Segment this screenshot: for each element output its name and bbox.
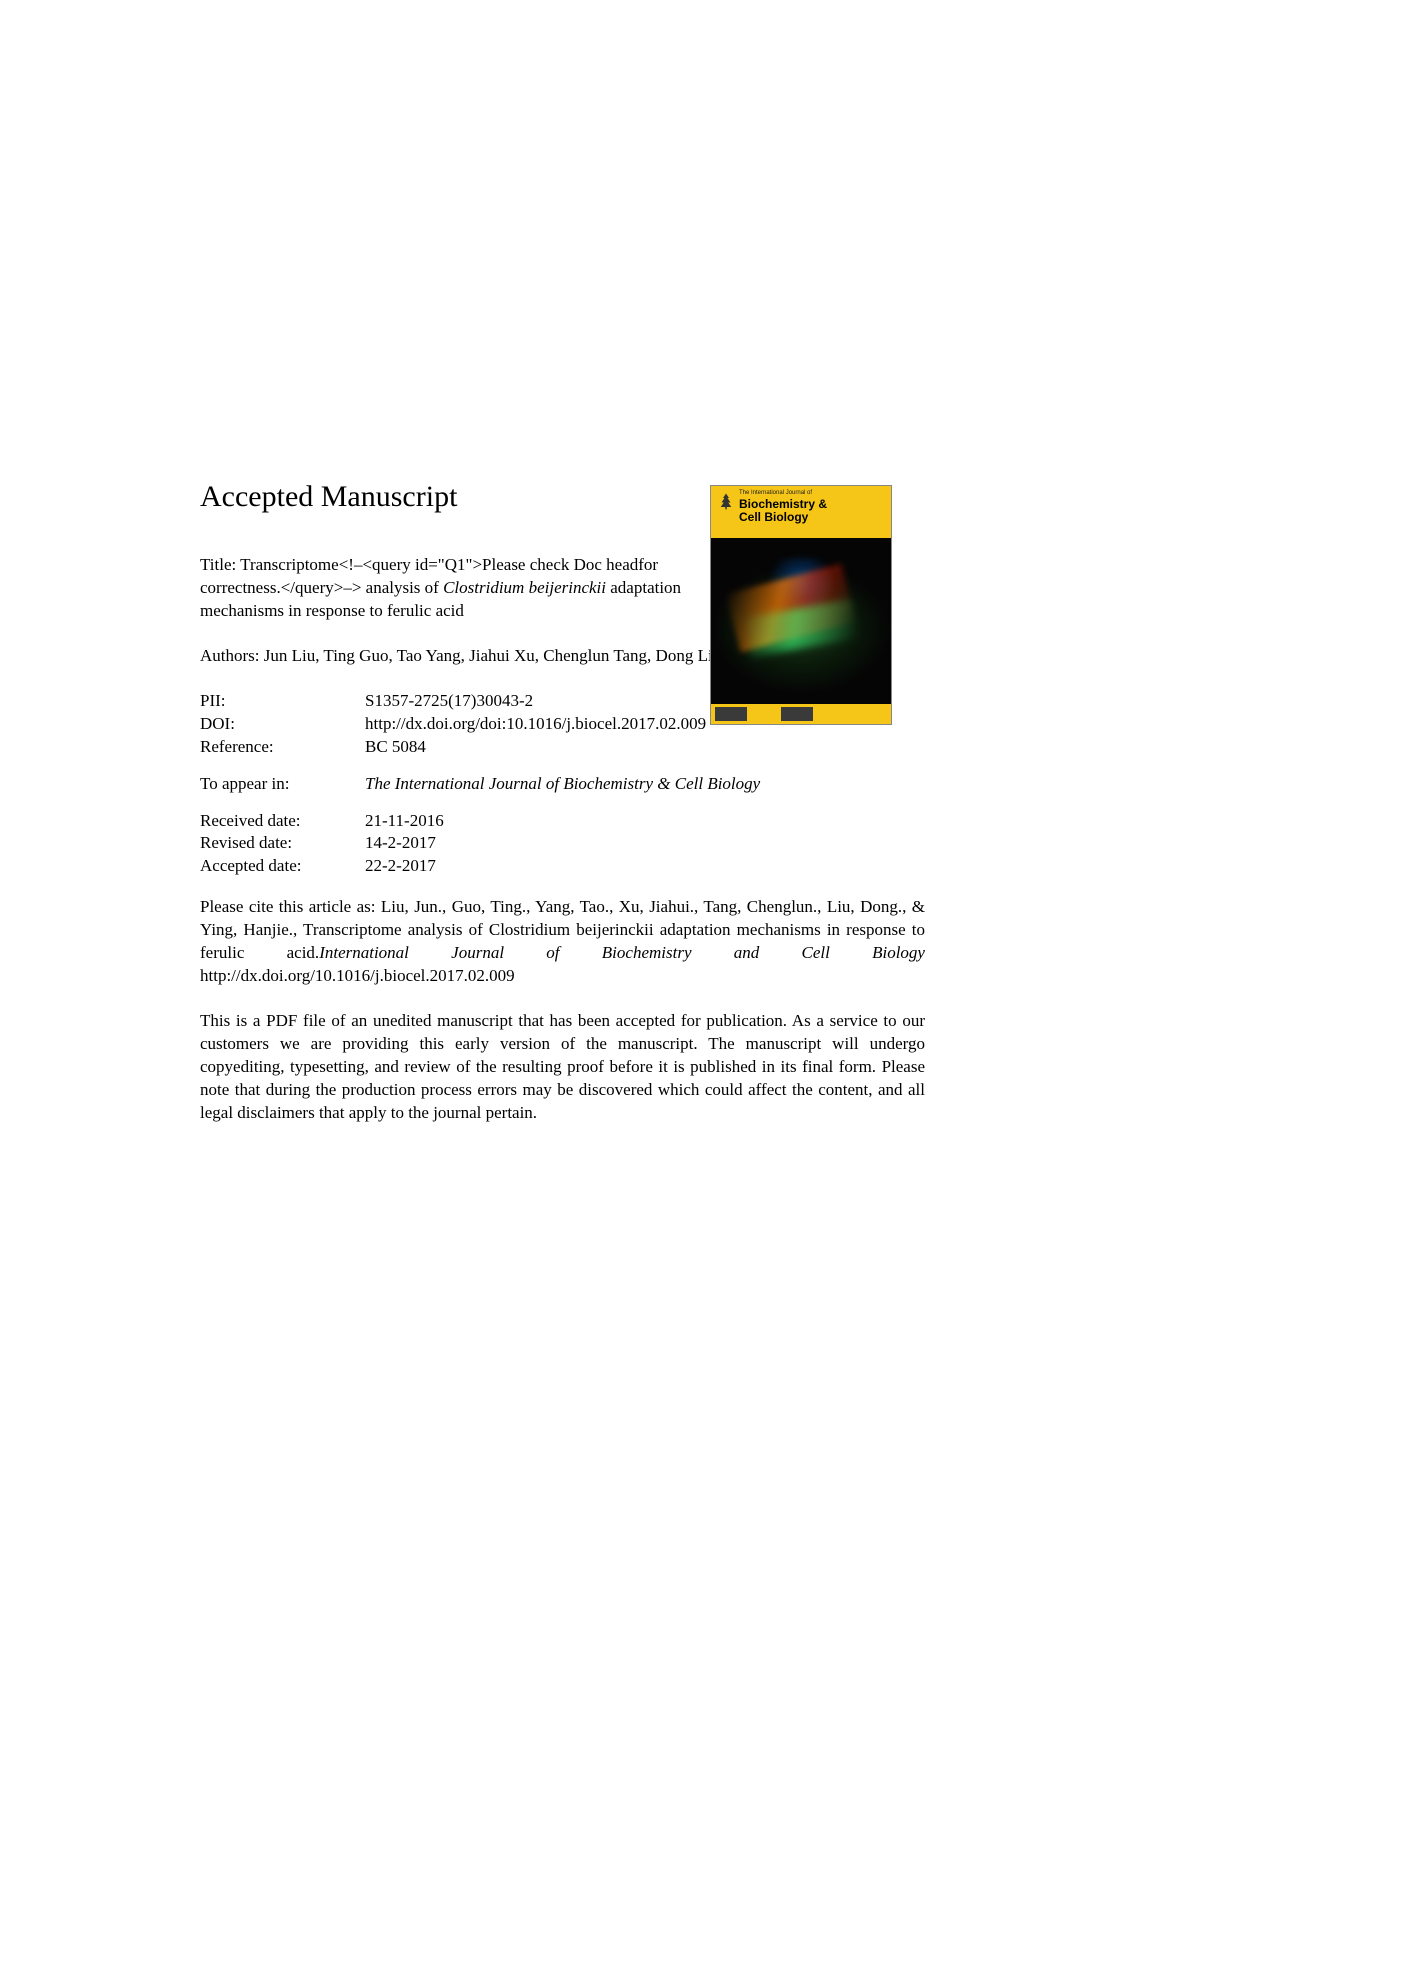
cover-footer-chip bbox=[781, 707, 813, 721]
spacer bbox=[200, 796, 925, 810]
cover-header: The International Journal of Biochemistr… bbox=[711, 486, 891, 538]
meta-row-reference: Reference: BC 5084 bbox=[200, 736, 925, 759]
cover-art bbox=[711, 538, 891, 704]
meta-label: Accepted date: bbox=[200, 855, 365, 878]
cover-journal-title: Biochemistry & Cell Biology bbox=[739, 498, 827, 523]
meta-row-appear: To appear in: The International Journal … bbox=[200, 773, 925, 796]
cover-journal-title-line2: Cell Biology bbox=[739, 510, 808, 524]
meta-row-received: Received date: 21-11-2016 bbox=[200, 810, 925, 833]
meta-row-accepted: Accepted date: 22-2-2017 bbox=[200, 855, 925, 878]
cover-footer-chip bbox=[715, 707, 747, 721]
citation-paragraph: Please cite this article as: Liu, Jun., … bbox=[200, 896, 925, 988]
cover-journal-overline: The International Journal of bbox=[739, 490, 812, 496]
elsevier-tree-icon bbox=[717, 492, 735, 510]
meta-label: To appear in: bbox=[200, 773, 365, 796]
cover-footer bbox=[711, 704, 891, 724]
spacer bbox=[200, 759, 925, 773]
meta-value: 14-2-2017 bbox=[365, 832, 436, 855]
meta-value-journal: The International Journal of Biochemistr… bbox=[365, 773, 760, 796]
title-block: Title: Transcriptome<!–<query id="Q1">Pl… bbox=[200, 554, 690, 623]
meta-label: DOI: bbox=[200, 713, 365, 736]
meta-label: PII: bbox=[200, 690, 365, 713]
citation-text-2: http://dx.doi.org/10.1016/j.biocel.2017.… bbox=[200, 966, 515, 985]
meta-label: Received date: bbox=[200, 810, 365, 833]
meta-label: Revised date: bbox=[200, 832, 365, 855]
title-species: Clostridium beijerinckii bbox=[443, 578, 606, 597]
cover-frame: The International Journal of Biochemistr… bbox=[710, 485, 892, 725]
meta-value: 21-11-2016 bbox=[365, 810, 444, 833]
meta-row-revised: Revised date: 14-2-2017 bbox=[200, 832, 925, 855]
citation-journal: International Journal of Biochemistry an… bbox=[319, 943, 925, 962]
disclaimer-paragraph: This is a PDF file of an unedited manusc… bbox=[200, 1010, 925, 1125]
meta-value: S1357-2725(17)30043-2 bbox=[365, 690, 533, 713]
meta-value-doi[interactable]: http://dx.doi.org/doi:10.1016/j.biocel.2… bbox=[365, 713, 706, 736]
journal-cover-thumbnail: The International Journal of Biochemistr… bbox=[710, 485, 892, 725]
meta-label: Reference: bbox=[200, 736, 365, 759]
doi-link[interactable]: http://dx.doi.org/doi:10.1016/j.biocel.2… bbox=[365, 714, 706, 733]
meta-value: 22-2-2017 bbox=[365, 855, 436, 878]
meta-value: BC 5084 bbox=[365, 736, 426, 759]
